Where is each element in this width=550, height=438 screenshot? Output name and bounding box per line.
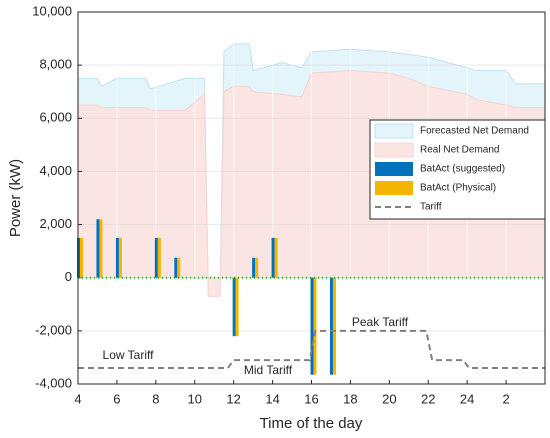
bar xyxy=(118,237,122,278)
y-tick-label: 4,000 xyxy=(39,163,72,178)
x-tick-label: 20 xyxy=(382,391,396,406)
bar xyxy=(99,219,103,278)
legend-label: Tariff xyxy=(420,202,442,213)
bar xyxy=(96,219,100,278)
x-tick-label: 6 xyxy=(113,391,120,406)
bar xyxy=(157,237,161,278)
x-tick-label: 14 xyxy=(265,391,279,406)
x-tick-label: 18 xyxy=(343,391,357,406)
x-tick-label: 22 xyxy=(421,391,435,406)
legend: Forecasted Net Demand Real Net Demand BatA… xyxy=(369,119,546,220)
legend-label: Real Net Demand xyxy=(420,145,499,156)
x-tick-label: 10 xyxy=(188,391,202,406)
y-tick-label: 6,000 xyxy=(39,110,72,125)
legend-swatch xyxy=(374,142,414,158)
y-tick-label: 2,000 xyxy=(39,216,72,231)
y-tick-label: 8,000 xyxy=(39,57,72,72)
legend-swatch xyxy=(375,162,413,176)
bar xyxy=(274,237,278,278)
bar xyxy=(252,257,256,278)
x-axis-label: Time of the day xyxy=(260,415,363,432)
bar xyxy=(115,237,119,278)
legend-swatch xyxy=(375,181,413,195)
bar xyxy=(313,277,317,375)
legend-label: BatAct (suggested) xyxy=(420,164,505,175)
y-axis-label: Power (kW) xyxy=(7,159,24,237)
bar xyxy=(177,257,181,278)
legend-label: Forecasted Net Demand xyxy=(420,126,529,137)
annotation: Low Tariff xyxy=(103,348,155,362)
bar xyxy=(332,277,336,375)
x-tick-label: 2 xyxy=(502,391,509,406)
bar xyxy=(235,277,239,337)
bar xyxy=(154,237,158,278)
bar xyxy=(271,237,275,278)
bar xyxy=(80,237,83,278)
x-tick-label: 8 xyxy=(152,391,159,406)
annotation: Mid Tariff xyxy=(244,363,293,377)
tariff-line xyxy=(78,329,545,370)
bar xyxy=(255,257,259,278)
x-tick-label: 24 xyxy=(460,391,474,406)
legend-label: BatAct (Physical) xyxy=(420,183,496,194)
x-tick-label: 12 xyxy=(226,391,240,406)
y-tick-label: 0 xyxy=(65,269,72,284)
annotation: Peak Tariff xyxy=(352,315,409,329)
bar xyxy=(174,257,178,278)
y-tick-label: 10,000 xyxy=(32,3,72,18)
x-tick-label: 4 xyxy=(74,391,81,406)
bar xyxy=(232,277,236,337)
y-tick-label: -4,000 xyxy=(35,375,72,390)
x-tick-label: 16 xyxy=(304,391,318,406)
y-tick-label: -2,000 xyxy=(35,322,72,337)
bar xyxy=(310,277,314,375)
legend-swatch xyxy=(374,123,414,139)
bar xyxy=(329,277,333,375)
